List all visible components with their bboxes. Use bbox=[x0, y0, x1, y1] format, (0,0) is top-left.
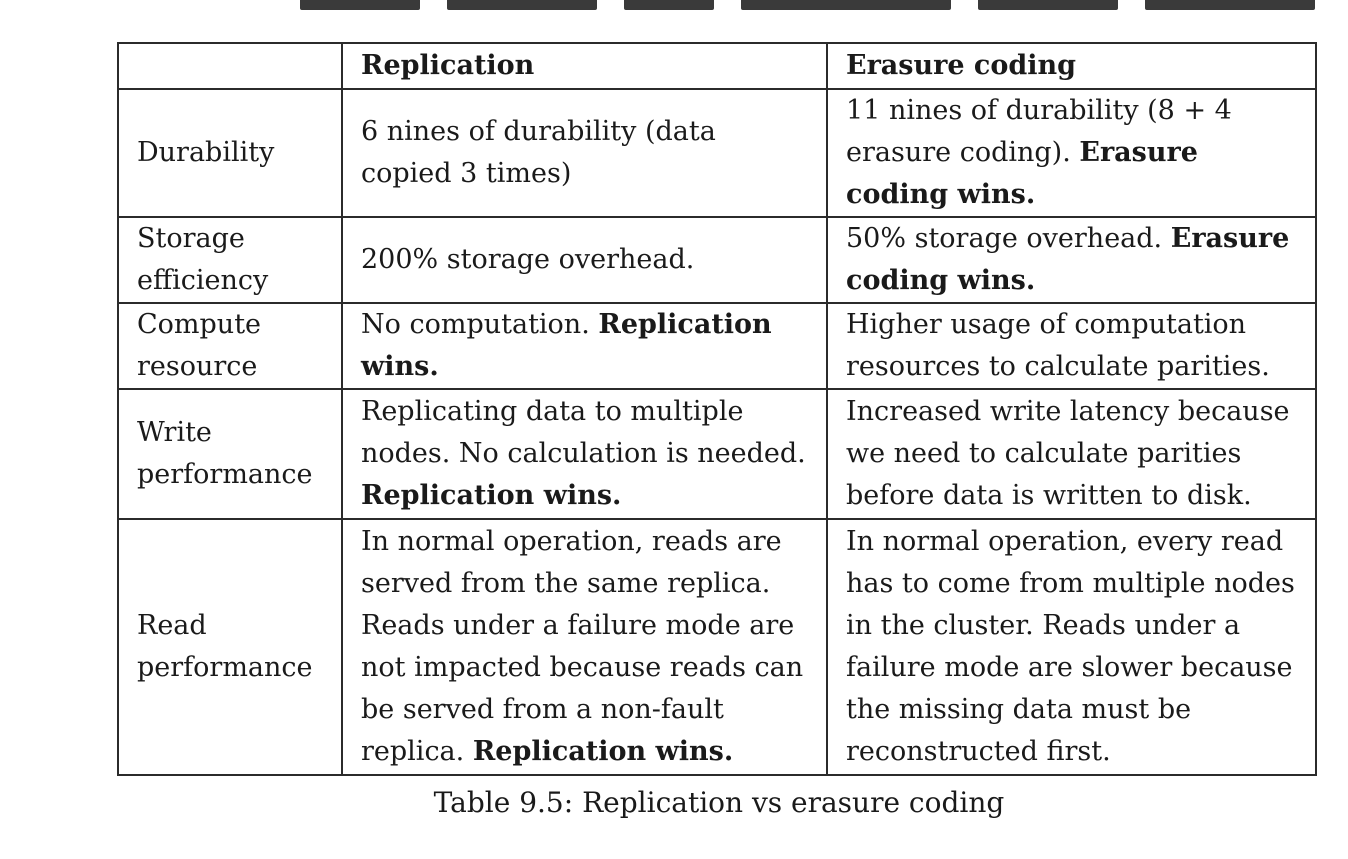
cell-text: Increased write latency because we need … bbox=[846, 396, 1290, 511]
win-text: Replication wins. bbox=[361, 480, 622, 511]
cell-text: In normal operation, every read has to c… bbox=[846, 526, 1295, 767]
win-text: Replication wins. bbox=[472, 736, 734, 767]
erasure-cell: Increased write latency because we need … bbox=[826, 388, 1317, 520]
erasure-cell: Higher usage of computation resources to… bbox=[826, 302, 1317, 390]
cell-text: 50% storage overhead. bbox=[846, 223, 1163, 254]
replication-cell: In normal operation, reads are served fr… bbox=[341, 518, 828, 776]
table-row: Durability 6 nines of durability (data c… bbox=[117, 88, 1317, 218]
table-caption: Table 9.5: Replication vs erasure coding bbox=[433, 786, 1005, 819]
cell-text: 200% storage overhead. bbox=[361, 244, 695, 275]
cropped-previous-text bbox=[0, 0, 1348, 12]
erasure-cell: 50% storage overhead. Erasure coding win… bbox=[826, 216, 1317, 304]
comparison-table: Replication Erasure coding Durability 6 … bbox=[117, 42, 1317, 776]
table-row: Storage efficiency 200% storage overhead… bbox=[117, 216, 1317, 304]
row-label: Read performance bbox=[117, 518, 343, 776]
cell-text: Replicating data to multiple nodes. No c… bbox=[361, 396, 806, 469]
replication-cell: 200% storage overhead. bbox=[341, 216, 828, 304]
erasure-cell: 11 nines of durability (8 + 4 erasure co… bbox=[826, 88, 1317, 218]
header-replication: Replication bbox=[341, 42, 828, 90]
row-label: Storage efficiency bbox=[117, 216, 343, 304]
win-text: Erasure coding wins. bbox=[846, 223, 1290, 296]
win-text: Erasure coding wins. bbox=[846, 137, 1198, 210]
cell-text: 6 nines of durability (data copied 3 tim… bbox=[361, 116, 716, 189]
row-label: Compute resource bbox=[117, 302, 343, 390]
replication-cell: 6 nines of durability (data copied 3 tim… bbox=[341, 88, 828, 218]
header-erasure-coding: Erasure coding bbox=[826, 42, 1317, 90]
cell-text: No computation. bbox=[361, 309, 590, 340]
table-row: Write performance Replicating data to mu… bbox=[117, 388, 1317, 520]
table-header-row: Replication Erasure coding bbox=[117, 42, 1317, 90]
replication-cell: Replicating data to multiple nodes. No c… bbox=[341, 388, 828, 520]
row-label: Durability bbox=[117, 88, 343, 218]
erasure-cell: In normal operation, every read has to c… bbox=[826, 518, 1317, 776]
table-row: Read performance In normal operation, re… bbox=[117, 518, 1317, 776]
win-text: Replication wins. bbox=[361, 309, 772, 382]
cell-text: Higher usage of computation resources to… bbox=[846, 309, 1270, 382]
cell-text: 11 nines of durability (8 + 4 erasure co… bbox=[846, 95, 1232, 168]
header-empty-cell bbox=[117, 42, 343, 90]
table-row: Compute resource No computation. Replica… bbox=[117, 302, 1317, 390]
row-label: Write performance bbox=[117, 388, 343, 520]
replication-cell: No computation. Replication wins. bbox=[341, 302, 828, 390]
cell-text: In normal operation, reads are served fr… bbox=[361, 526, 804, 767]
